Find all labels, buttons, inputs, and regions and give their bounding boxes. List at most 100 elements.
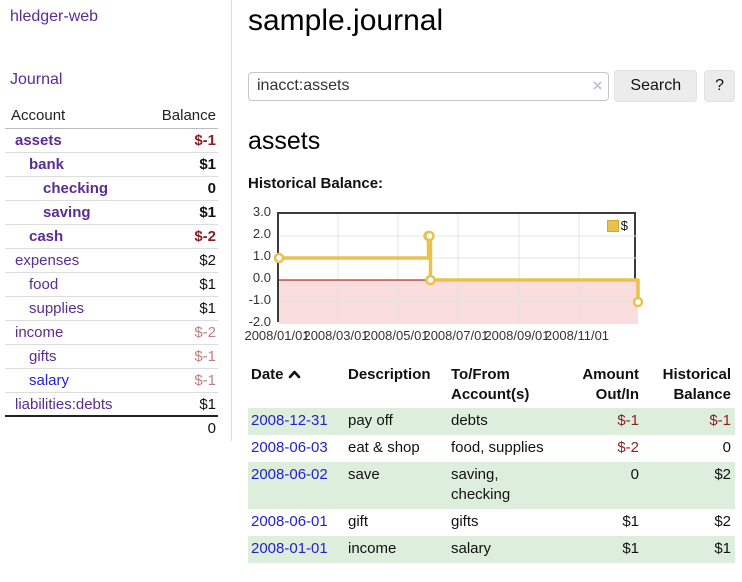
chart-x-axis: 2008/01/01 2008/03/01 2008/05/01 2008/07/01… — [244, 328, 636, 344]
main-content: sample.journal × Search ? assets Histori… — [244, 0, 735, 563]
chart-legend: $ — [604, 217, 630, 234]
transaction-amount: $1 — [548, 536, 643, 563]
account-link[interactable]: bank — [29, 156, 65, 173]
x-tick-label: 2008/11/01 — [544, 328, 610, 343]
transaction-description: pay off — [345, 408, 448, 435]
account-row-cash[interactable]: cash $-2 — [5, 225, 218, 249]
account-link[interactable]: supplies — [29, 300, 85, 317]
transaction-date-link[interactable]: 2008-12-31 — [251, 412, 328, 429]
accounts-total: 0 — [207, 420, 216, 437]
y-tick-label: 3.0 — [252, 204, 271, 219]
account-link[interactable]: cash — [29, 228, 64, 245]
help-button[interactable]: ? — [704, 70, 735, 102]
column-header-date[interactable]: Date — [248, 363, 345, 408]
account-row-liabilities-debts[interactable]: liabilities:debts $1 — [5, 393, 218, 417]
transaction-amount: 0 — [548, 462, 643, 509]
account-link[interactable]: saving — [43, 204, 91, 221]
sidebar-item-journal[interactable]: Journal — [10, 71, 63, 88]
account-balance: $-1 — [194, 348, 216, 365]
transaction-balance: $2 — [714, 513, 731, 530]
transaction-accounts: gifts — [451, 513, 479, 530]
y-tick-label: 2.0 — [252, 226, 271, 241]
page-title: sample.journal — [248, 4, 444, 37]
account-row-food[interactable]: food $1 — [5, 273, 218, 297]
transaction-amount: $1 — [622, 513, 639, 530]
account-row-income[interactable]: income $-2 — [5, 321, 218, 345]
register-header-row: Date Description To/From Account(s) Amou… — [248, 363, 735, 408]
column-header-amount: Amount Out/In — [582, 366, 639, 403]
x-tick-label: 2008/09/01 — [484, 328, 550, 343]
x-tick-label: 2008/03/01 — [303, 328, 369, 343]
account-link[interactable]: gifts — [29, 348, 57, 365]
transaction-date-link[interactable]: 2008-06-02 — [251, 466, 328, 483]
transaction-balance: $2 — [643, 462, 735, 509]
register-row[interactable]: 2008-06-01 gift gifts $1 $2 — [248, 509, 735, 536]
historical-balance-chart: 3.0 2.0 1.0 0.0 -1.0 -2.0 $ 2008/01/01 2008/03… — [244, 204, 735, 350]
account-row-salary[interactable]: salary $-1 — [5, 369, 218, 393]
account-balance: $2 — [199, 252, 216, 269]
account-balance: $-1 — [194, 132, 216, 149]
clear-search-icon[interactable]: × — [592, 75, 603, 95]
x-tick-label: 2008/05/01 — [363, 328, 429, 343]
accounts-header-balance: Balance — [161, 107, 216, 124]
chart-y-axis: 3.0 2.0 1.0 0.0 -1.0 -2.0 — [248, 204, 273, 329]
account-row-bank[interactable]: bank $1 — [5, 153, 218, 177]
account-balance: $-1 — [194, 372, 216, 389]
account-link[interactable]: salary — [29, 372, 70, 389]
y-tick-label: 0.0 — [252, 270, 271, 285]
transaction-amount: $-2 — [617, 439, 639, 456]
column-header-balance: Historical Balance — [662, 366, 731, 403]
y-tick-label: -1.0 — [248, 292, 271, 307]
search-button[interactable]: Search — [614, 70, 698, 102]
column-header-accounts: To/From Account(s) — [451, 366, 530, 403]
x-tick-label: 2008/07/01 — [423, 328, 489, 343]
transaction-description: save — [345, 462, 448, 509]
register-row[interactable]: 2008-12-31 pay off debts $-1 $-1 — [248, 408, 735, 435]
account-balance: $1 — [199, 395, 216, 413]
transaction-description: income — [345, 536, 448, 563]
account-row-checking[interactable]: checking 0 — [5, 177, 218, 201]
search-box: × — [248, 71, 610, 101]
register-row[interactable]: 2008-01-01 income salary $1 $1 — [248, 536, 735, 563]
account-row-gifts[interactable]: gifts $-1 — [5, 345, 218, 369]
sidebar: hledger-web Journal Account Balance asse… — [0, 0, 232, 441]
sort-ascending-icon — [288, 365, 301, 385]
account-balance: 0 — [207, 180, 216, 197]
account-link[interactable]: income — [15, 324, 64, 341]
app-brand-link[interactable]: hledger-web — [10, 8, 99, 25]
register-row[interactable]: 2008-06-03 eat & shop food, supplies $-2… — [248, 435, 735, 462]
accounts-tree-header: Account Balance — [5, 104, 218, 129]
transaction-description: eat & shop — [348, 439, 420, 456]
account-link[interactable]: checking — [43, 180, 109, 197]
account-row-saving[interactable]: saving $1 — [5, 201, 218, 225]
account-link[interactable]: assets — [15, 132, 62, 149]
legend-swatch-icon — [606, 219, 619, 232]
account-link[interactable]: food — [29, 276, 59, 293]
register-row[interactable]: 2008-06-02 save saving, checking 0 $2 — [248, 462, 735, 509]
account-link[interactable]: liabilities:debts — [15, 395, 113, 413]
account-balance: $1 — [199, 300, 216, 317]
transaction-date-link[interactable]: 2008-01-01 — [251, 540, 328, 557]
account-row-assets[interactable]: assets $-1 — [5, 129, 218, 153]
transaction-accounts: saving, checking — [448, 462, 548, 509]
transaction-balance: $1 — [643, 536, 735, 563]
transaction-balance: $-1 — [643, 408, 735, 435]
transaction-date-link[interactable]: 2008-06-01 — [251, 513, 328, 530]
account-balance: $1 — [199, 204, 216, 221]
transaction-date-link[interactable]: 2008-06-03 — [251, 439, 328, 456]
transaction-amount: $-1 — [548, 408, 643, 435]
accounts-tree: Account Balance assets $-1 bank $1 check… — [5, 104, 218, 440]
y-tick-label: -2.0 — [248, 314, 271, 329]
account-row-supplies[interactable]: supplies $1 — [5, 297, 218, 321]
account-heading: assets — [248, 127, 321, 155]
chart-plot-area[interactable]: $ — [273, 212, 644, 324]
account-link[interactable]: expenses — [15, 252, 80, 269]
column-header-description: Description — [348, 366, 431, 383]
transaction-accounts: salary — [448, 536, 548, 563]
account-balance: $1 — [199, 156, 216, 173]
transaction-balance: 0 — [722, 439, 731, 456]
search-form: × Search ? — [248, 70, 735, 102]
search-input[interactable] — [248, 71, 610, 101]
account-balance: $-2 — [194, 324, 216, 341]
account-row-expenses[interactable]: expenses $2 — [5, 249, 218, 273]
